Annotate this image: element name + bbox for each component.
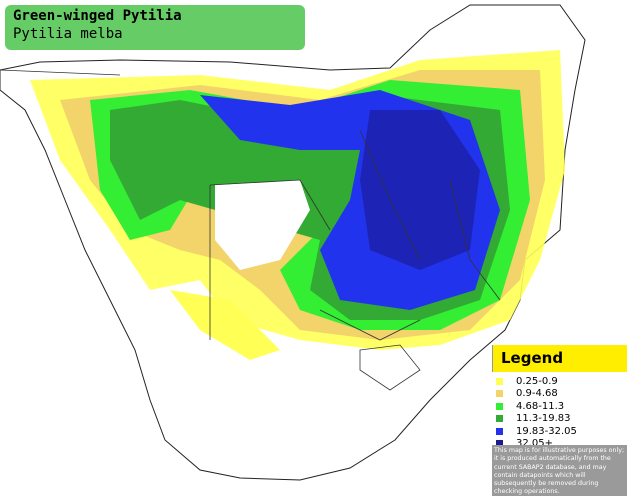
legend-swatch bbox=[496, 427, 503, 435]
legend-swatch bbox=[496, 402, 503, 410]
legend-item: 11.3-19.83 bbox=[496, 413, 627, 426]
legend-swatch bbox=[496, 377, 503, 385]
legend-label: 0.25-0.9 bbox=[516, 375, 558, 387]
legend-swatch bbox=[496, 415, 503, 423]
legend-item: 19.83-32.05 bbox=[496, 425, 627, 438]
occurrence-patches bbox=[30, 50, 565, 360]
legend-item: 32.05+ bbox=[496, 438, 627, 451]
legend-item: 4.68-11.3 bbox=[496, 400, 627, 413]
legend-swatch bbox=[496, 440, 503, 448]
legend: Legend 0.25-0.9 0.9-4.68 4.68-11.3 11.3-19.… bbox=[492, 345, 627, 496]
legend-swatch bbox=[496, 390, 503, 398]
legend-label: 11.3-19.83 bbox=[516, 413, 571, 425]
title: Green-winged Pytilia bbox=[13, 8, 182, 24]
legend-title: Legend bbox=[501, 349, 564, 367]
legend-items: 0.25-0.9 0.9-4.68 4.68-11.3 11.3-19.83 19.83… bbox=[492, 372, 627, 450]
legend-label: 32.05+ bbox=[516, 438, 554, 450]
title-box: Green-winged Pytilia Pytilia melba bbox=[5, 5, 305, 50]
legend-header: Legend bbox=[492, 345, 627, 372]
legend-item: 0.9-4.68 bbox=[496, 388, 627, 401]
legend-label: 4.68-11.3 bbox=[516, 400, 565, 412]
legend-item: 0.25-0.9 bbox=[496, 375, 627, 388]
legend-label: 0.9-4.68 bbox=[516, 388, 558, 400]
subtitle: Pytilia melba bbox=[13, 26, 123, 42]
borders bbox=[0, 69, 501, 391]
legend-label: 19.83-32.05 bbox=[516, 425, 577, 437]
disclaimer: This map is for illustrative purposes on… bbox=[492, 445, 627, 496]
